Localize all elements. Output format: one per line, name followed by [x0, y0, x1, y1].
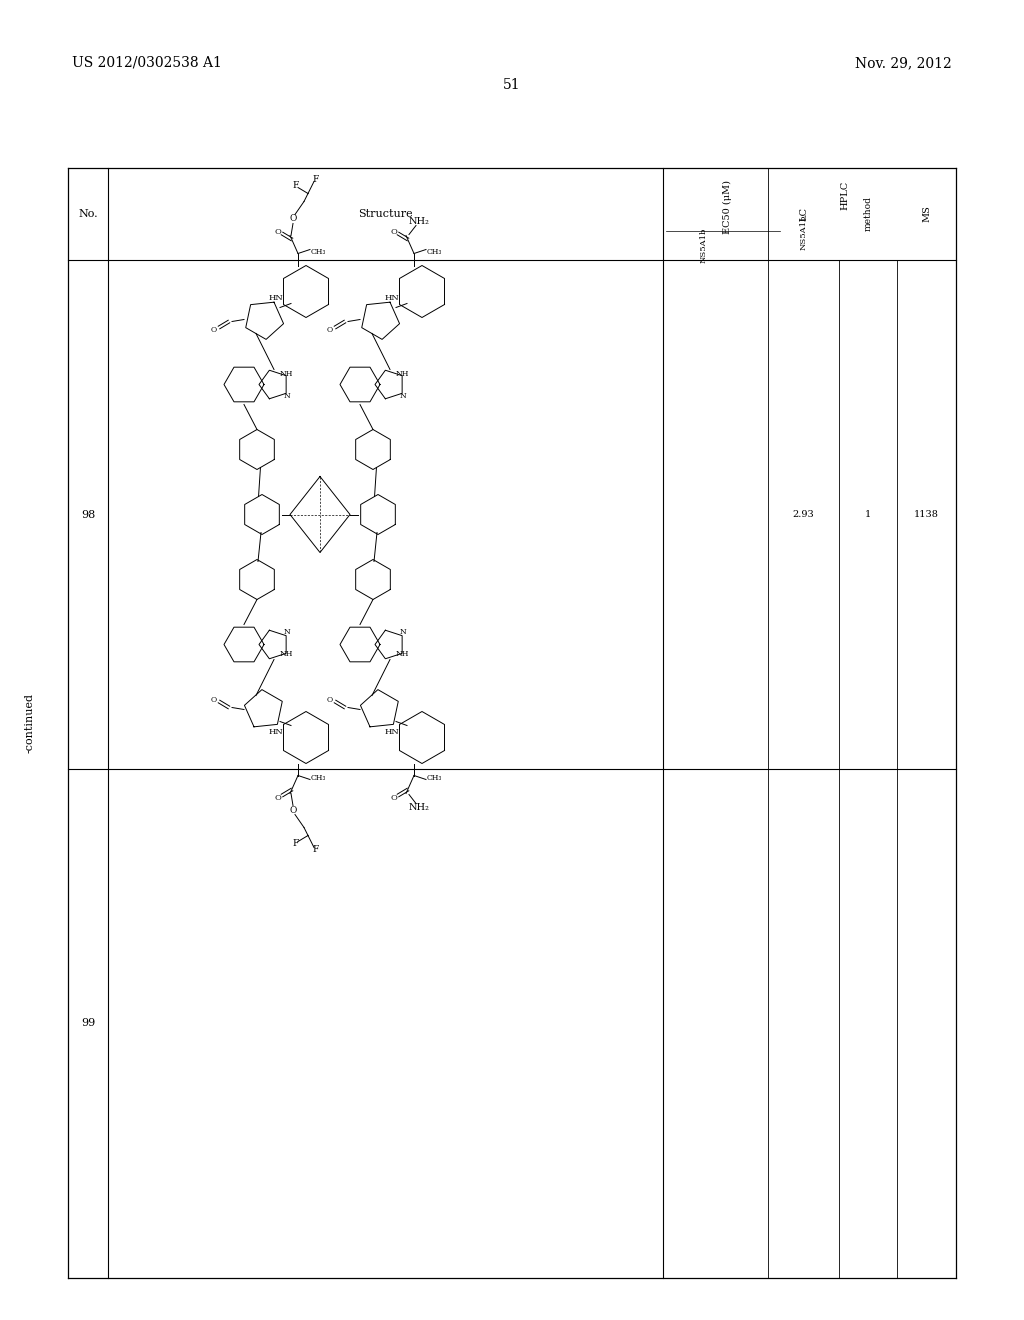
Text: O: O — [390, 793, 397, 801]
Text: O: O — [211, 326, 217, 334]
Text: F: F — [312, 176, 319, 183]
Text: 99: 99 — [81, 1019, 95, 1028]
Text: O: O — [327, 696, 333, 704]
Text: CH₃: CH₃ — [426, 248, 441, 256]
Text: N: N — [284, 628, 291, 636]
Text: O: O — [390, 227, 397, 235]
Text: O: O — [274, 793, 282, 801]
Text: O: O — [327, 326, 333, 334]
Text: No.: No. — [78, 209, 98, 219]
Text: 98: 98 — [81, 510, 95, 520]
Text: HN: HN — [268, 727, 284, 735]
Text: F: F — [293, 181, 299, 190]
Text: NH₂: NH₂ — [409, 216, 429, 226]
Text: -continued: -continued — [25, 693, 35, 752]
Text: NS5A1b: NS5A1b — [700, 227, 708, 263]
Text: Structure: Structure — [358, 209, 413, 219]
Text: 1138: 1138 — [914, 510, 939, 519]
Text: HN: HN — [385, 727, 399, 735]
Text: MS: MS — [923, 206, 931, 223]
Text: HN: HN — [385, 293, 399, 301]
Text: F: F — [293, 840, 299, 847]
Text: O: O — [290, 807, 297, 814]
Text: HPLC: HPLC — [840, 181, 849, 210]
Text: NH: NH — [395, 371, 409, 379]
Text: NS5A1b: NS5A1b — [800, 215, 808, 249]
Text: LC: LC — [799, 207, 808, 220]
Text: O: O — [290, 214, 297, 223]
Text: Nov. 29, 2012: Nov. 29, 2012 — [855, 55, 952, 70]
Text: O: O — [274, 227, 282, 235]
Text: US 2012/0302538 A1: US 2012/0302538 A1 — [72, 55, 222, 70]
Text: NH₂: NH₂ — [409, 803, 429, 812]
Text: N: N — [399, 628, 407, 636]
Text: 2.93: 2.93 — [793, 510, 814, 519]
Text: CH₃: CH₃ — [310, 774, 326, 781]
Text: O: O — [211, 696, 217, 704]
Text: method: method — [863, 197, 872, 231]
Text: N: N — [399, 392, 407, 400]
Text: N: N — [284, 392, 291, 400]
Text: CH₃: CH₃ — [310, 248, 326, 256]
Text: NH: NH — [280, 651, 293, 659]
Text: 1: 1 — [865, 510, 871, 519]
Text: F: F — [312, 845, 319, 854]
Text: EC50 (μM): EC50 (μM) — [723, 180, 732, 234]
Text: 51: 51 — [503, 78, 521, 92]
Text: CH₃: CH₃ — [426, 774, 441, 781]
Text: NH: NH — [280, 371, 293, 379]
Text: HN: HN — [268, 293, 284, 301]
Text: NH: NH — [395, 651, 409, 659]
